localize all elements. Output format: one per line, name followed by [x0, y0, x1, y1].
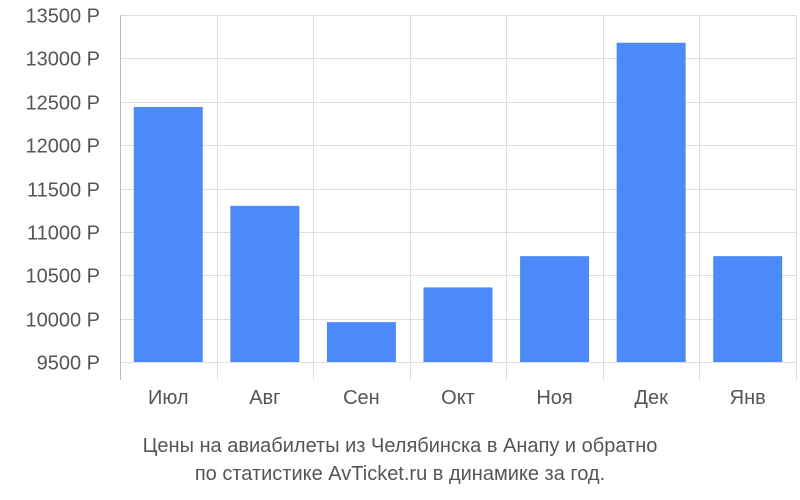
y-tick-label: 13000 Р	[25, 49, 100, 71]
x-tick-label: Ноя	[536, 387, 572, 409]
y-tick-label: 12000 Р	[25, 136, 100, 158]
grid-lines	[120, 15, 797, 380]
bar-6	[616, 42, 686, 362]
bar-7	[713, 256, 783, 362]
y-tick-label: 13500 Р	[25, 6, 100, 28]
bar-5	[520, 256, 590, 362]
y-tick-label: 10500 Р	[25, 266, 100, 288]
x-tick-label: Янв	[730, 387, 766, 409]
y-tick-label: 11500 Р	[27, 180, 100, 202]
bar-3	[326, 322, 396, 362]
x-tick-label: Июл	[148, 387, 189, 409]
y-tick-label: 9500 Р	[37, 353, 100, 375]
bar-1	[133, 106, 203, 362]
y-tick-label: 12500 Р	[25, 93, 100, 115]
bar-4	[423, 287, 493, 362]
bar-chart: 9500 Р 10000 Р 10500 Р 11000 Р 11500 Р 12000 …	[25, 6, 797, 409]
x-axis-ticks: Июл Авг Сен Окт Ноя Дек Янв	[148, 387, 766, 409]
y-axis-ticks: 9500 Р 10000 Р 10500 Р 11000 Р 11500 Р 12000 …	[25, 6, 100, 375]
y-tick-label: 11000 Р	[27, 223, 100, 245]
x-tick-label: Окт	[441, 387, 475, 409]
chart-caption-line-2: по статистике AvTicket.ru в динамике за …	[194, 463, 606, 485]
x-tick-label: Дек	[634, 387, 668, 409]
bar-2	[230, 205, 300, 362]
chart-caption-line-1: Цены на авиабилеты из Челябинска в Анапу…	[142, 435, 658, 457]
bars	[133, 42, 783, 362]
x-tick-label: Сен	[343, 387, 380, 409]
y-tick-label: 10000 Р	[25, 310, 100, 332]
x-tick-label: Авг	[249, 387, 280, 409]
